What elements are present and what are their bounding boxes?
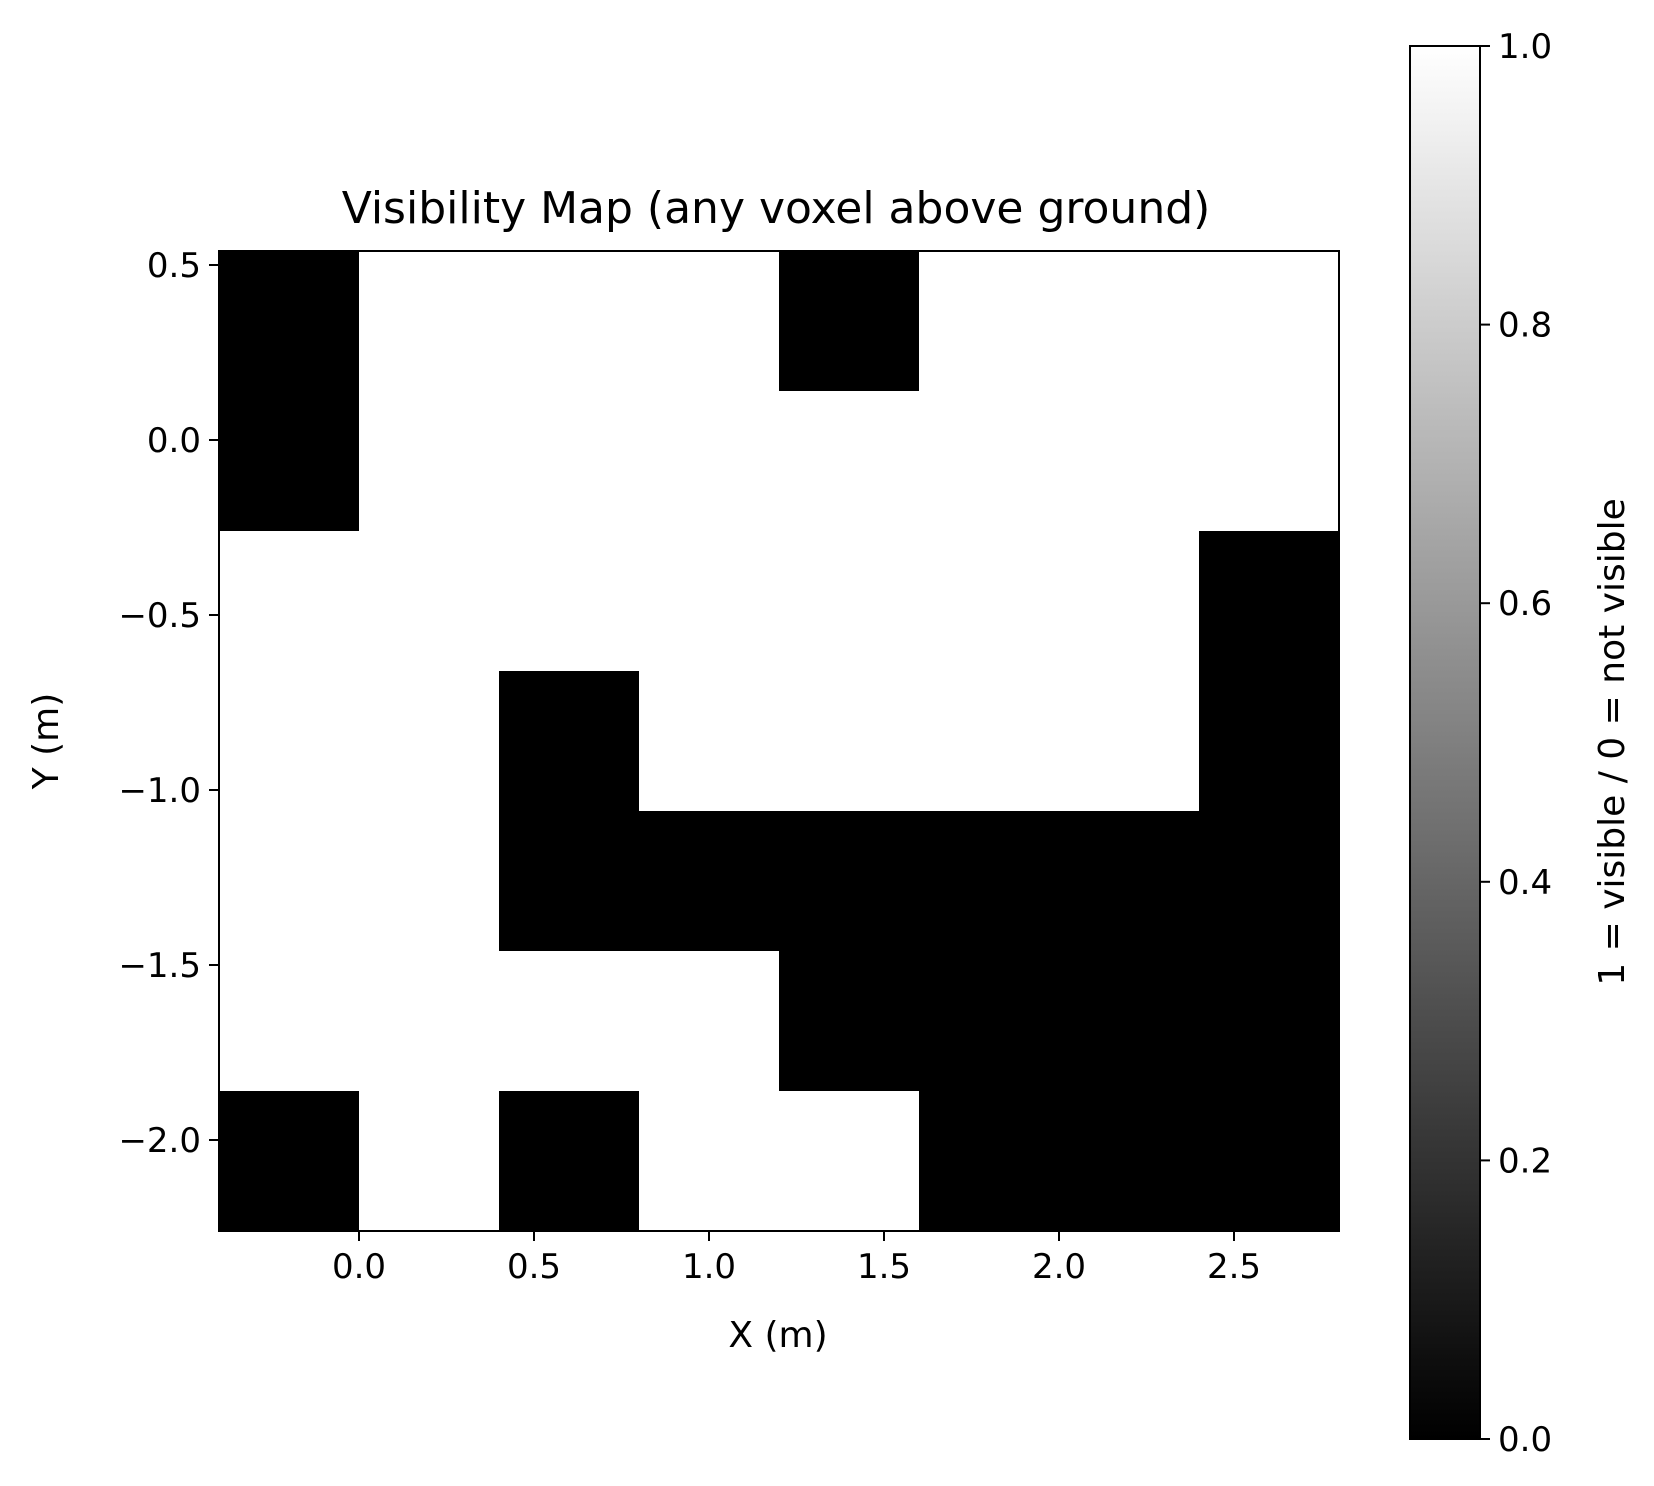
colorbar-tick-label: 1.0 [1498, 27, 1552, 67]
heatmap-cell [919, 671, 1060, 812]
y-axis-ticks: 0.5 0.0 −0.5 −1.0 −1.5 −2.0 [118, 246, 219, 1161]
y-tick-label: 0.5 [147, 246, 201, 286]
heatmap-cell [359, 811, 500, 952]
plot-area-frame [218, 250, 1340, 1232]
heatmap-cell [639, 531, 780, 672]
heatmap-cell [1199, 1091, 1340, 1232]
colorbar-tick-label: 0.4 [1498, 863, 1552, 903]
heatmap-cell [779, 811, 920, 952]
heatmap-cell [779, 671, 920, 812]
heatmap-cell [1059, 251, 1200, 392]
x-tick-label: 2.0 [1032, 1247, 1086, 1287]
heatmap-cell [779, 391, 920, 532]
heatmap-cell [499, 1091, 640, 1232]
heatmap-cell [779, 1091, 920, 1232]
y-tick-label: −1.0 [118, 771, 201, 811]
colorbar-tick-label: 0.2 [1498, 1141, 1552, 1181]
heatmap-cell [499, 671, 640, 812]
colorbar-frame [1409, 45, 1481, 1440]
heatmap-cell [219, 811, 360, 952]
heatmap-cell [919, 811, 1060, 952]
heatmap-cell [499, 811, 640, 952]
heatmap-cell [219, 531, 360, 672]
heatmap-cell [219, 391, 360, 532]
colorbar-label: 1 = visible / 0 = not visible [1592, 498, 1633, 985]
heatmap-cell [919, 251, 1060, 392]
heatmap-cell [1199, 671, 1340, 812]
y-tick-label: 0.0 [147, 421, 201, 461]
heatmap-cell [919, 531, 1060, 672]
heatmap-cell [359, 671, 500, 812]
heatmap-cell [359, 391, 500, 532]
heatmap-cell [919, 1091, 1060, 1232]
x-tick-label: 1.5 [857, 1247, 911, 1287]
heatmap-cell [1059, 951, 1200, 1092]
heatmap-cell [639, 951, 780, 1092]
chart-title: Visibility Map (any voxel above ground) [342, 183, 1211, 234]
heatmap-cell [639, 671, 780, 812]
heatmap-cell [499, 951, 640, 1092]
x-tick-label: 2.5 [1207, 1247, 1261, 1287]
heatmap-cell [1199, 391, 1340, 532]
heatmap-cell [779, 531, 920, 672]
heatmap-cells [219, 251, 1340, 1232]
x-tick-label: 0.0 [332, 1247, 386, 1287]
colorbar-ticks: 0.0 0.2 0.4 0.6 0.8 1.0 [1480, 27, 1552, 1460]
heatmap-cell [639, 811, 780, 952]
heatmap-cell [1059, 811, 1200, 952]
colorbar-tick-label: 0.0 [1498, 1420, 1552, 1460]
heatmap-cell [779, 951, 920, 1092]
heatmap-cell [219, 1091, 360, 1232]
heatmap-cell [219, 251, 360, 392]
heatmap-cell [919, 951, 1060, 1092]
heatmap-cell [499, 251, 640, 392]
y-tick-label: −1.5 [118, 946, 201, 986]
heatmap-cell [1059, 531, 1200, 672]
y-axis-label: Y (m) [26, 693, 67, 791]
heatmap-cell [359, 1091, 500, 1232]
heatmap-cell [639, 1091, 780, 1232]
heatmap-cell [499, 391, 640, 532]
heatmap-cell [1199, 951, 1340, 1092]
heatmap-cell [1199, 811, 1340, 952]
heatmap-cell [219, 951, 360, 1092]
heatmap-cell [639, 251, 780, 392]
heatmap-cell [359, 951, 500, 1092]
heatmap-cell [919, 391, 1060, 532]
heatmap-cell [1059, 1091, 1200, 1232]
heatmap-cell [499, 531, 640, 672]
heatmap-cell [359, 531, 500, 672]
x-tick-label: 0.5 [507, 1247, 561, 1287]
heatmap-cell [1199, 251, 1340, 392]
colorbar-gradient [1410, 46, 1480, 1439]
heatmap-cell [639, 391, 780, 532]
y-tick-label: −0.5 [118, 596, 201, 636]
x-axis-label: X (m) [728, 1315, 827, 1356]
heatmap-cell [779, 251, 920, 392]
heatmap-cell [219, 671, 360, 812]
heatmap-cell [359, 251, 500, 392]
heatmap-cell [1059, 671, 1200, 812]
colorbar-tick-label: 0.8 [1498, 306, 1552, 346]
heatmap-cell [1199, 531, 1340, 672]
colorbar-tick-label: 0.6 [1498, 584, 1552, 624]
x-axis-ticks: 0.0 0.5 1.0 1.5 2.0 2.5 [332, 1231, 1261, 1287]
x-tick-label: 1.0 [682, 1247, 736, 1287]
heatmap-cell [1059, 391, 1200, 532]
y-tick-label: −2.0 [118, 1121, 201, 1161]
